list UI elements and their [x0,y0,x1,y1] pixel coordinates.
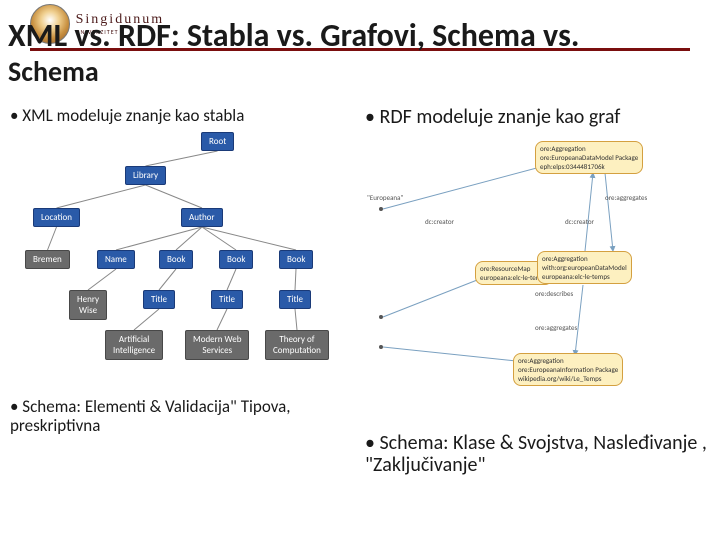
slide-title-line1: XML vs. RDF: Stabla vs. Grafovi, Schema … [8,18,579,53]
tree-node-book1: Book [159,250,193,269]
left-column: • XML modeluje znanje kao stabla Root Lib… [10,106,355,372]
graph-node: ore:Aggregationwith:org:europeanDataMode… [537,251,632,284]
graph-edge-label: "Europeana" [367,193,403,202]
tree-node-toc: Theory ofComputation [265,330,329,360]
tree-node-location: Location [33,208,80,227]
tree-node-mws: Modern WebServices [185,330,249,360]
right-schema-bullet: • Schema: Klase & Svojstva, Nasleđivanje… [365,432,715,476]
tree-node-library: Library [125,166,166,185]
right-column: • RDF modeluje znanje kao graf ore:Aggre… [365,106,710,393]
left-bullet-1: • XML modeluje znanje kao stabla [10,106,355,126]
tree-node-author: Author [181,208,223,227]
graph-edge-label: ore:aggregates [605,193,647,202]
left-schema-bullet: • Schema: Elementi & Validacija" Tipova,… [10,398,350,435]
graph-edge-label: ore:describes [535,289,573,298]
tree-node-title2: Title [211,290,243,309]
tree-node-name: Name [97,250,135,269]
graph-dot [379,345,383,349]
slide-title-line2: Schema [8,54,99,89]
graph-dot [379,315,383,319]
tree-node-title1: Title [143,290,175,309]
tree-node-book3: Book [279,250,313,269]
rdf-graph-diagram: ore:Aggregationore:EuropeanaDataModel Pa… [365,133,695,393]
graph-edge-label: dc:creator [565,217,594,226]
graph-node: ore:Aggregationore:EuropeanaDataModel Pa… [535,141,643,174]
right-bullet-1: • RDF modeluje znanje kao graf [365,106,710,129]
tree-node-title3: Title [279,290,311,309]
tree-node-henry: HenryWise [69,290,107,320]
tree-node-root: Root [201,132,234,151]
graph-dot [379,207,383,211]
tree-node-bremen: Bremen [25,250,70,269]
graph-node: ore:Aggregationore:EuropeanaInformation … [513,353,623,386]
tree-node-ai: ArtificialIntelligence [105,330,163,360]
graph-edge-label: dc:creator [425,217,454,226]
graph-edge-label: ore:aggregates [535,323,577,332]
xml-tree-diagram: Root Library Location Author Bremen Name Book B… [25,132,345,372]
tree-node-book2: Book [219,250,253,269]
